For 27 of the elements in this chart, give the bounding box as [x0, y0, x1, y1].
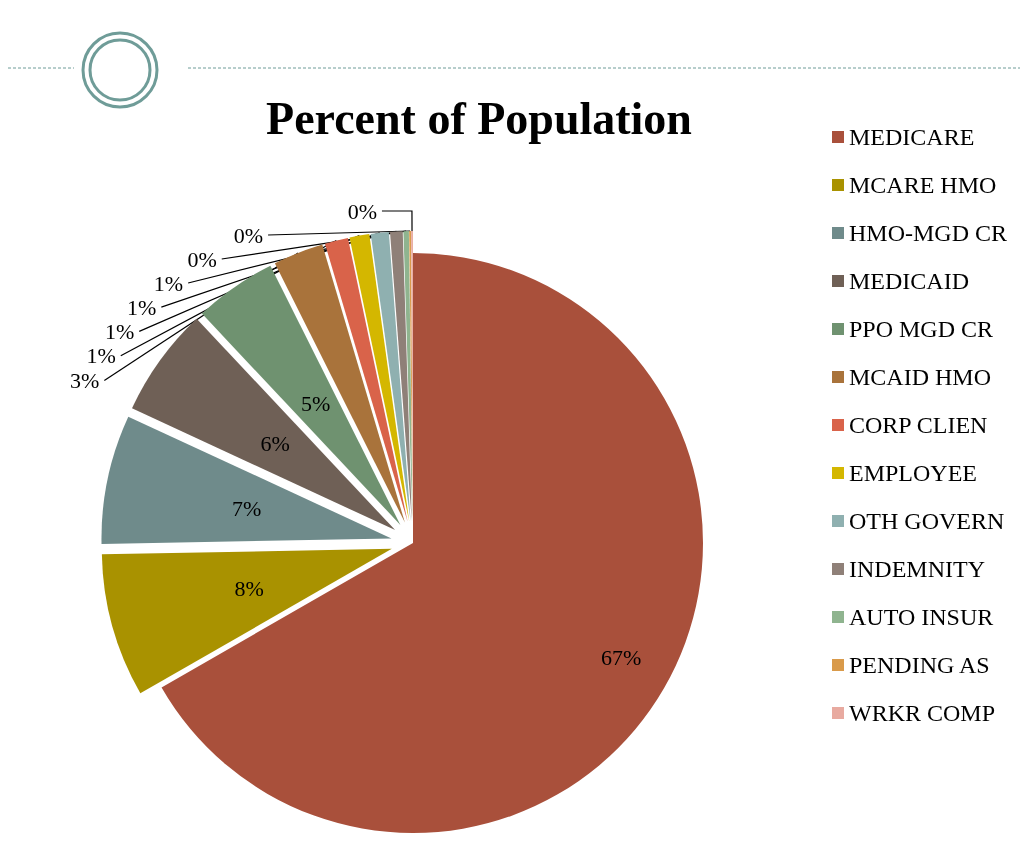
data-label: 8% — [234, 575, 264, 601]
legend-label: MEDICARE — [848, 124, 975, 150]
chart-title: Percent of Population — [266, 92, 692, 144]
data-label: 3% — [69, 368, 100, 394]
legend-label: MCARE HMO — [848, 172, 997, 198]
legend-label: OTH GOVERN — [848, 508, 1005, 534]
data-label: 67% — [600, 644, 642, 670]
legend-label: CORP CLIEN — [848, 412, 988, 438]
data-label: 1% — [153, 270, 184, 296]
data-label: 1% — [86, 343, 116, 369]
data-label: 0% — [187, 246, 217, 272]
data-label: 0% — [233, 222, 264, 248]
data-label: 6% — [260, 431, 290, 457]
legend-label: WRKR COMP — [848, 700, 996, 726]
legend-label: PPO MGD CR — [848, 316, 994, 342]
data-label: 5% — [301, 391, 331, 417]
data-label: 1% — [104, 318, 135, 344]
legend-label: EMPLOYEE — [848, 460, 977, 486]
legend-label: PENDING AS — [848, 652, 990, 678]
data-label: 0% — [347, 198, 377, 224]
legend-label: MEDICAID — [848, 268, 969, 294]
legend-label: INDEMNITY — [848, 556, 985, 582]
data-label: 1% — [127, 294, 157, 320]
data-label: 7% — [231, 495, 262, 521]
legend-label: HMO-MGD CR — [848, 220, 1007, 246]
legend-label: AUTO INSUR — [848, 604, 994, 630]
legend-label: MCAID HMO — [848, 364, 991, 390]
